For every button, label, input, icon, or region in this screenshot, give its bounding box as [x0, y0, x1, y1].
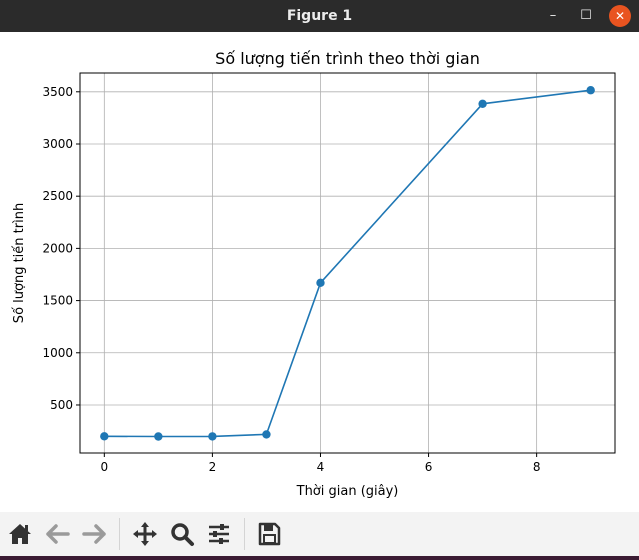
back-button[interactable] [44, 520, 72, 548]
configure-subplots-button[interactable] [205, 520, 233, 548]
sliders-icon [209, 524, 229, 544]
chart-title: Số lượng tiến trình theo thời gian [215, 49, 480, 68]
floppy-disk-icon [258, 522, 281, 546]
x-tick-label: 8 [533, 460, 541, 474]
y-tick-label: 500 [50, 398, 73, 412]
zoom-button[interactable] [168, 520, 196, 548]
series-line [104, 89, 591, 438]
data-point-marker [154, 432, 163, 441]
y-tick-label: 3500 [42, 85, 73, 99]
data-point-marker [316, 278, 325, 288]
data-point-marker [586, 86, 595, 95]
pan-button[interactable] [131, 520, 159, 548]
y-tick-label: 1500 [42, 294, 73, 308]
navigation-toolbar [0, 512, 639, 556]
y-tick-label: 3000 [42, 137, 73, 151]
toolbar-separator [244, 518, 245, 550]
figure-canvas[interactable]: 0 2 4 6 8 500 1000 1500 2000 2500 3000 3500 Số lượn… [0, 32, 639, 512]
home-icon [9, 524, 31, 544]
x-tick-label: 6 [425, 460, 433, 474]
x-tick-label: 4 [317, 460, 325, 474]
data-point-marker [262, 430, 271, 439]
save-button[interactable] [255, 520, 283, 548]
tick-layer: 0 2 4 6 8 500 1000 1500 2000 2500 3000 3500 [42, 85, 540, 474]
minimize-button[interactable]: – [549, 8, 557, 23]
magnifier-icon [171, 523, 194, 546]
arrow-left-icon [46, 524, 70, 544]
forward-button[interactable] [80, 520, 108, 548]
data-point-marker [478, 99, 487, 108]
arrow-right-icon [82, 524, 106, 544]
maximize-button[interactable]: ☐ [580, 8, 592, 23]
window-title: Figure 1 [286, 8, 353, 24]
grid [80, 73, 615, 453]
close-button[interactable]: ✕ [609, 5, 631, 27]
line-chart: 0 2 4 6 8 500 1000 1500 2000 2500 3000 3500 Số lượn… [12, 49, 616, 499]
series-layer [100, 86, 595, 441]
y-axis-label: Số lượng tiến trình [12, 203, 27, 323]
plot-frame [79, 72, 616, 454]
x-tick-label: 0 [100, 460, 108, 474]
y-tick-label: 2000 [42, 241, 73, 255]
data-point-marker [100, 432, 109, 441]
move-icon [133, 522, 157, 546]
x-axis-label: Thời gian (giây) [296, 484, 399, 499]
window-titlebar: Figure 1 – ☐ ✕ [0, 0, 639, 32]
data-point-marker [208, 432, 217, 441]
home-button[interactable] [6, 520, 34, 548]
window-bottom-edge [0, 556, 639, 560]
x-tick-label: 2 [209, 460, 217, 474]
y-tick-label: 2500 [42, 189, 73, 203]
y-tick-label: 1000 [42, 346, 73, 360]
toolbar-separator [119, 518, 120, 550]
